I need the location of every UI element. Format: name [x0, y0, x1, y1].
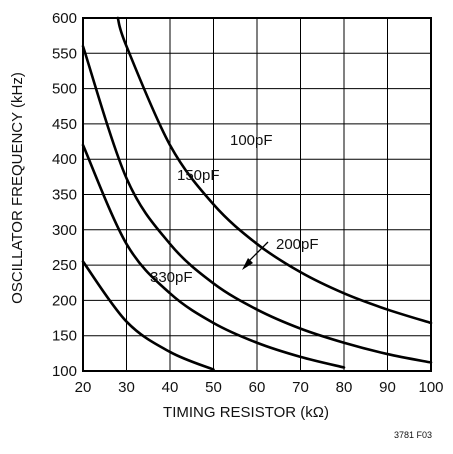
x-tick-label: 60: [249, 379, 266, 396]
series-line-100pf: [116, 16, 433, 325]
series-line-330pf: [81, 260, 215, 371]
y-tick-label: 600: [52, 10, 77, 27]
series-label-150pf: 150pF: [177, 167, 220, 184]
x-tick-label: 20: [75, 379, 92, 396]
y-axis-title: OSCILLATOR FREQUENCY (kHz): [9, 72, 26, 304]
series-curves: [81, 16, 433, 371]
y-tick-label: 100: [52, 363, 77, 380]
y-tick-label: 150: [52, 328, 77, 345]
figure-id: 3781 F03: [394, 430, 432, 440]
y-tick-label: 500: [52, 81, 77, 98]
series-label-100pf: 100pF: [230, 132, 273, 149]
y-tick-label: 350: [52, 187, 77, 204]
y-tick-label: 550: [52, 45, 77, 62]
x-tick-label: 50: [205, 379, 222, 396]
y-tick-label: 300: [52, 222, 77, 239]
x-axis-title: TIMING RESISTOR (kΩ): [163, 404, 329, 421]
x-tick-labels: 20 30 40 50 60 70 80 90 100: [75, 379, 444, 396]
x-tick-label: 90: [379, 379, 396, 396]
y-tick-label: 200: [52, 292, 77, 309]
y-tick-label: 250: [52, 257, 77, 274]
series-line-150pf: [81, 44, 433, 364]
x-tick-label: 70: [292, 379, 309, 396]
callout-arrow-head: [242, 258, 253, 270]
y-tick-labels: 100 150 200 250 300 350 400 450 500 550 600: [52, 10, 77, 380]
y-tick-label: 400: [52, 151, 77, 168]
x-tick-label: 30: [118, 379, 135, 396]
x-tick-label: 100: [418, 379, 443, 396]
x-tick-label: 40: [162, 379, 179, 396]
series-label-200pf: 200pF: [276, 236, 319, 253]
series-label-330pf: 330pF: [150, 269, 193, 286]
plot-frame: [82, 17, 432, 372]
y-tick-label: 450: [52, 116, 77, 133]
x-tick-label: 80: [336, 379, 353, 396]
series-line-200pf: [81, 143, 346, 369]
